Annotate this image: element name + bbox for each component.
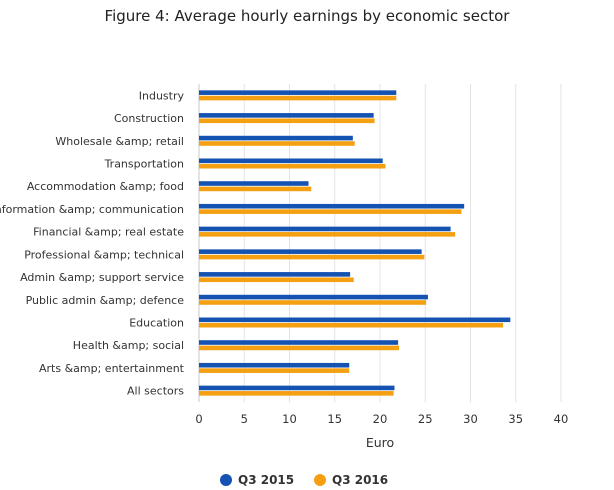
tick-label: 30 [463,412,478,426]
bar-q3-2015[interactable] [199,113,374,118]
tick-label: 35 [508,412,523,426]
category-label: Accommodation &amp; food [27,180,184,193]
bar-q3-2016[interactable] [199,232,456,237]
bar-q3-2016[interactable] [199,209,462,214]
chart-title: Figure 4: Average hourly earnings by eco… [104,7,510,25]
legend-item[interactable]: Q3 2015 [220,473,294,487]
bar-q3-2015[interactable] [199,181,309,186]
bar-q3-2015[interactable] [199,249,422,254]
category-label: Professional &amp; technical [24,248,184,261]
bar-q3-2015[interactable] [199,135,353,141]
bar-q3-2016[interactable] [199,186,312,192]
tick-label: 15 [327,412,342,426]
tick-label: 0 [195,412,202,426]
legend-item[interactable]: Q3 2016 [314,473,388,487]
bar-q3-2015[interactable] [199,362,350,368]
bar-q3-2016[interactable] [199,322,504,328]
bar-q3-2016[interactable] [199,300,427,305]
bar-q3-2016[interactable] [199,141,355,146]
category-label: Wholesale &amp; retail [55,135,184,148]
x-axis-title: Euro [366,435,394,450]
bar-q3-2016[interactable] [199,368,350,373]
bars [199,90,511,396]
tick-label: 5 [241,412,248,426]
legend[interactable]: Q3 2015 Q3 2016 [220,473,388,487]
category-labels: Industry Construction Wholesale &amp; reta… [0,89,185,397]
category-label: Admin &amp; support service [20,271,184,284]
x-axis-ticks: 0 5 10 15 20 25 30 35 40 [195,412,568,426]
tick-label: 20 [373,412,388,426]
category-label: Industry [139,89,185,102]
category-label: Arts &amp; entertainment [39,362,185,375]
bar-q3-2016[interactable] [199,163,386,169]
bar-q3-2016[interactable] [199,118,375,124]
category-label: Education [129,317,184,330]
bar-q3-2015[interactable] [199,203,465,209]
bar-q3-2015[interactable] [199,317,511,323]
category-label: All sectors [127,385,184,398]
tick-label: 40 [554,412,569,426]
legend-label: Q3 2015 [238,473,294,487]
legend-marker [220,474,232,486]
bar-q3-2015[interactable] [199,226,451,232]
bar-q3-2016[interactable] [199,277,354,283]
bar-q3-2015[interactable] [199,294,428,300]
bar-q3-2015[interactable] [199,272,351,277]
bar-q3-2016[interactable] [199,345,400,351]
tick-label: 10 [282,412,297,426]
grid-lines [198,84,562,402]
bar-q3-2015[interactable] [199,158,383,164]
category-label: Construction [114,112,184,125]
legend-label: Q3 2016 [332,473,388,487]
bar-q3-2016[interactable] [199,391,394,396]
category-label: Financial &amp; real estate [33,226,184,239]
category-label: Health &amp; social [73,339,184,352]
category-label: Public admin &amp; defence [26,294,185,307]
category-label: Information &amp; communication [0,203,184,216]
legend-marker [314,474,326,486]
bar-q3-2016[interactable] [199,95,397,101]
bar-q3-2016[interactable] [199,254,425,260]
bar-q3-2015[interactable] [199,340,399,345]
bar-q3-2015[interactable] [199,90,397,95]
bar-q3-2015[interactable] [199,385,395,391]
category-label: Transportation [104,158,184,171]
tick-label: 25 [418,412,433,426]
